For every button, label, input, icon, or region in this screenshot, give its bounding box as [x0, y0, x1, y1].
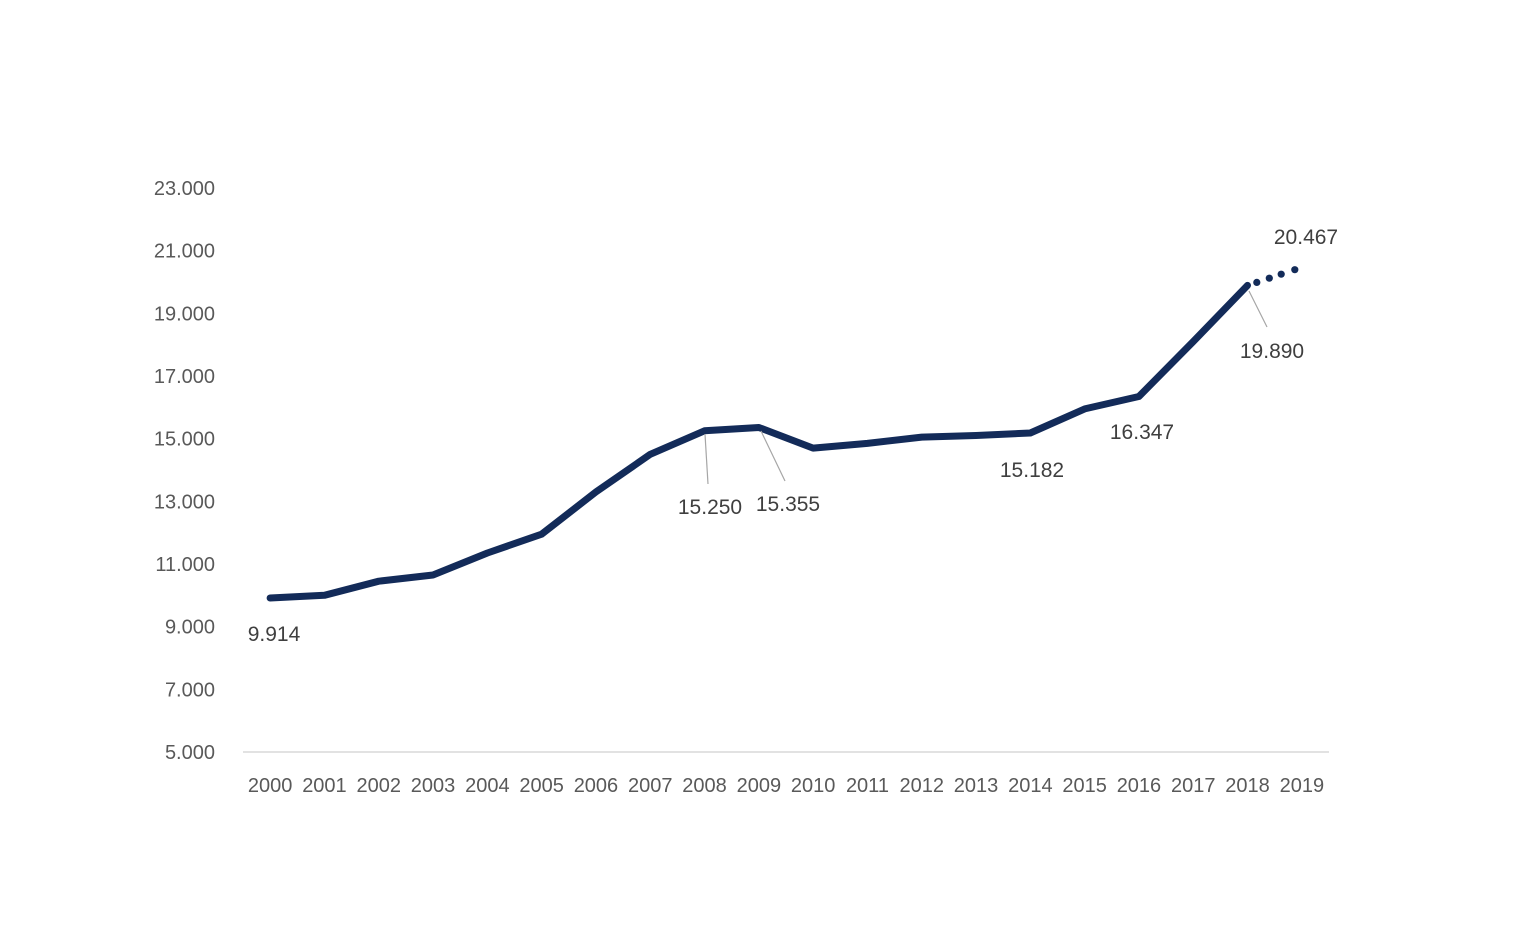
y-axis-tick-label: 19.000	[154, 303, 215, 325]
x-axis-tick-label: 2001	[302, 775, 347, 797]
x-axis-tick-label: 2018	[1225, 775, 1270, 797]
data-label: 9.914	[248, 623, 301, 646]
data-series-line	[266, 281, 1251, 602]
data-label: 16.347	[1110, 421, 1174, 444]
y-axis-tick-label: 23.000	[154, 178, 215, 200]
data-label-leader-line	[704, 433, 709, 485]
y-axis-tick-label: 21.000	[154, 241, 215, 263]
x-axis-tick-label: 2005	[519, 775, 564, 797]
x-axis-tick-label: 2015	[1062, 775, 1107, 797]
forecast-dot	[1291, 266, 1299, 274]
data-label: 15.182	[1000, 459, 1064, 482]
data-label-leader-line	[1248, 290, 1268, 328]
y-axis-tick-label: 17.000	[154, 366, 215, 388]
x-axis-tick-label: 2019	[1280, 775, 1325, 797]
y-axis-tick-label: 15.000	[154, 429, 215, 451]
x-axis-tick-label: 2008	[682, 775, 727, 797]
data-label: 20.467	[1274, 226, 1338, 249]
y-axis-tick-label: 5.000	[165, 742, 215, 764]
x-axis-tick-label: 2003	[411, 775, 456, 797]
forecast-dot	[1253, 278, 1261, 286]
y-axis-tick-label: 13.000	[154, 491, 215, 513]
x-axis-tick-label: 2013	[954, 775, 999, 797]
x-axis-tick-label: 2004	[465, 775, 510, 797]
x-axis-tick-label: 2014	[1008, 775, 1053, 797]
forecast-dot	[1265, 274, 1273, 282]
data-label: 15.355	[756, 493, 820, 516]
x-axis-tick-label: 2016	[1117, 775, 1162, 797]
forecast-dot	[1277, 270, 1285, 278]
x-axis-tick-label: 2011	[846, 775, 889, 797]
x-axis-tick-label: 2009	[737, 775, 782, 797]
data-label-leader-line	[760, 430, 786, 482]
x-axis-tick-label: 2007	[628, 775, 673, 797]
y-axis-tick-label: 9.000	[165, 617, 215, 639]
y-axis-tick-label: 11.000	[155, 554, 215, 576]
y-axis-tick-label: 7.000	[165, 679, 215, 701]
x-axis-tick-label: 2010	[791, 775, 836, 797]
x-axis-tick-label: 2012	[900, 775, 945, 797]
x-axis-tick-label: 2000	[248, 775, 293, 797]
x-axis-tick-label: 2017	[1171, 775, 1216, 797]
data-label: 19.890	[1240, 340, 1304, 363]
x-axis-tick-label: 2006	[574, 775, 619, 797]
data-label: 15.250	[678, 496, 742, 519]
x-axis-tick-label: 2002	[357, 775, 402, 797]
